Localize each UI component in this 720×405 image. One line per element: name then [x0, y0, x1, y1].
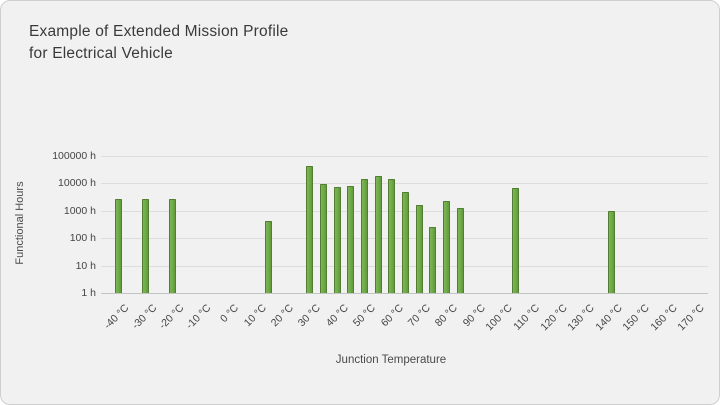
y-tick-label: 10000 h: [58, 177, 96, 190]
x-tick-label: -20 °C: [156, 302, 187, 332]
y-tick-label: 1000 h: [63, 204, 96, 217]
y-tick-label: 10 h: [75, 259, 96, 272]
bar-70C: [415, 205, 423, 293]
x-tick-label: -40 °C: [101, 302, 132, 332]
bar-15C: [265, 220, 273, 293]
y-tick-label: 1 h: [81, 287, 96, 299]
bar-75C: [429, 226, 437, 293]
bar-80C: [443, 201, 451, 293]
chart-title: Example of Extended Mission Profile for …: [29, 21, 288, 66]
x-tick-label: 130 °C: [565, 302, 598, 334]
bar-35C: [319, 184, 327, 293]
y-tick-label: 100 h: [69, 232, 96, 245]
bar-50C: [361, 179, 368, 293]
bar--40C: [114, 198, 122, 293]
bar--20C: [169, 198, 177, 293]
x-tick-label: 20 °C: [268, 302, 296, 330]
x-tick-label: 150 °C: [620, 302, 652, 334]
x-tick-label: -30 °C: [129, 302, 159, 332]
bar-40C: [333, 186, 341, 293]
x-tick-label: 160 °C: [648, 302, 680, 334]
bar-85C: [456, 207, 464, 293]
x-tick-label: 50 °C: [350, 302, 379, 330]
x-axis-line: [101, 293, 708, 294]
x-tick-label: 40 °C: [323, 302, 351, 330]
x-tick-label: 30 °C: [296, 302, 324, 330]
x-tick-label: 70 °C: [405, 302, 433, 330]
bar-140C: [607, 210, 615, 293]
x-tick-label: 0 °C: [218, 302, 242, 326]
x-tick-label: -10 °C: [184, 302, 214, 332]
y-tick-label: 100000 h: [52, 150, 96, 162]
bar-55C: [374, 176, 382, 293]
bar-45C: [347, 185, 355, 293]
chart-title-line2: for Electrical Vehicle: [29, 45, 173, 63]
gridline: [101, 183, 708, 185]
bar--30C: [141, 198, 149, 293]
x-tick-label: 120 °C: [538, 302, 570, 334]
bar-60C: [388, 178, 396, 293]
bar-65C: [402, 192, 410, 293]
x-tick-label: 60 °C: [378, 302, 406, 330]
x-tick-label: 140 °C: [593, 302, 625, 334]
bar-105C: [511, 187, 519, 293]
x-tick-label: 10 °C: [241, 302, 269, 330]
x-tick-label: 100 °C: [483, 302, 515, 334]
x-tick-label: 110 °C: [511, 302, 543, 333]
gridline: [101, 156, 708, 157]
bar-30C: [306, 165, 314, 293]
x-axis-title: Junction Temperature: [335, 354, 447, 366]
chart-title-line1: Example of Extended Mission Profile: [29, 23, 289, 40]
x-tick-label: 170 °C: [675, 302, 707, 334]
x-tick-label: 80 °C: [433, 302, 461, 330]
